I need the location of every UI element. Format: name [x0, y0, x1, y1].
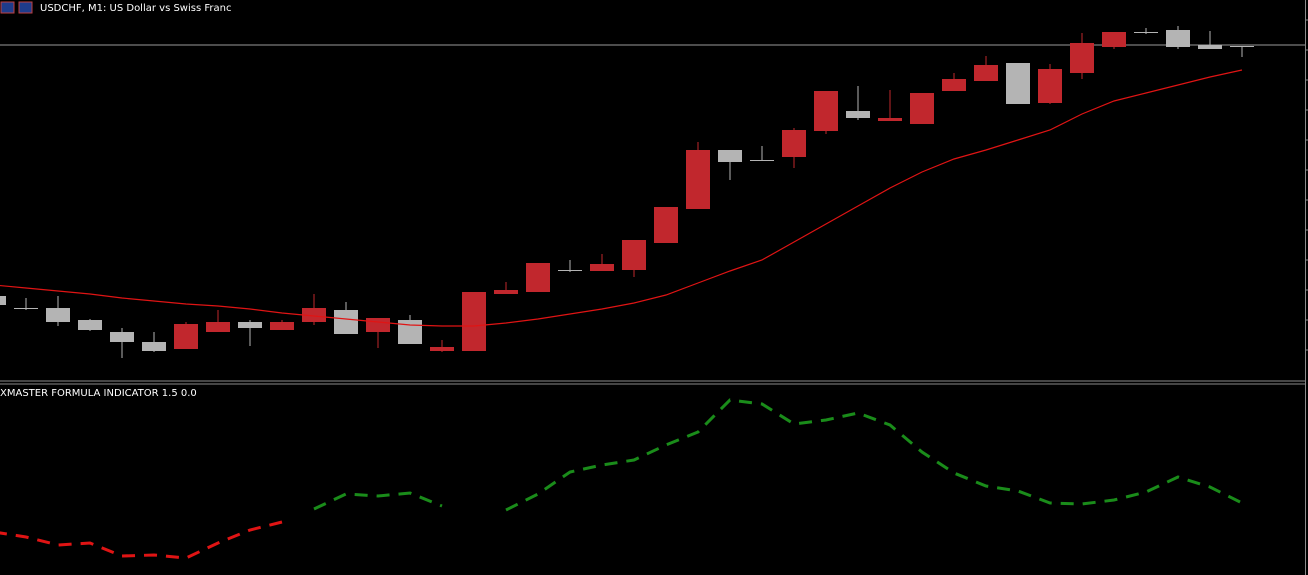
- candle-body: [558, 270, 582, 271]
- candle-body: [686, 150, 710, 209]
- candle-body: [1134, 32, 1158, 33]
- candle-body: [78, 320, 102, 330]
- candle-body: [238, 322, 262, 328]
- candle-body: [110, 332, 134, 342]
- candle-body: [1006, 63, 1030, 104]
- candle-body: [1070, 43, 1094, 73]
- candle-body: [398, 320, 422, 344]
- candle-body: [366, 318, 390, 332]
- candle-body: [910, 93, 934, 124]
- candle-body: [206, 322, 230, 332]
- indicator-title: XMASTER FORMULA INDICATOR 1.5 0.0: [0, 388, 197, 399]
- candle-body: [1198, 45, 1222, 49]
- candle-body: [174, 324, 198, 349]
- candle-body: [590, 264, 614, 271]
- chart-title: USDCHF, M1: US Dollar vs Swiss Franc: [40, 3, 231, 14]
- candle-body: [430, 347, 454, 351]
- icon: [18, 1, 33, 14]
- candle-body: [334, 310, 358, 334]
- candle-body: [846, 111, 870, 118]
- candle-body: [462, 292, 486, 351]
- candle-body: [46, 308, 70, 322]
- candle-body: [270, 322, 294, 330]
- candle-body: [814, 91, 838, 131]
- icon: [0, 1, 15, 14]
- toolbar-icons: [0, 1, 33, 14]
- moving-average: [0, 69, 1243, 327]
- candle-body: [302, 308, 326, 322]
- candle-body: [1230, 46, 1254, 47]
- candle-body: [14, 308, 38, 309]
- candle-body: [654, 207, 678, 243]
- candle-body: [718, 150, 742, 162]
- candle-body: [142, 342, 166, 351]
- candle-body: [494, 290, 518, 294]
- candle-body: [622, 240, 646, 270]
- candle-body: [782, 130, 806, 157]
- candle-body: [526, 263, 550, 292]
- candle-body: [1166, 30, 1190, 47]
- candle-body: [0, 296, 6, 305]
- candle-body: [942, 79, 966, 91]
- candle-body: [1102, 32, 1126, 47]
- candle-body: [750, 160, 774, 161]
- indicator-line: [0, 520, 283, 560]
- candle-body: [878, 118, 902, 121]
- candle-body: [974, 65, 998, 81]
- candle-body: [1038, 69, 1062, 103]
- indicator-line: [313, 398, 1243, 512]
